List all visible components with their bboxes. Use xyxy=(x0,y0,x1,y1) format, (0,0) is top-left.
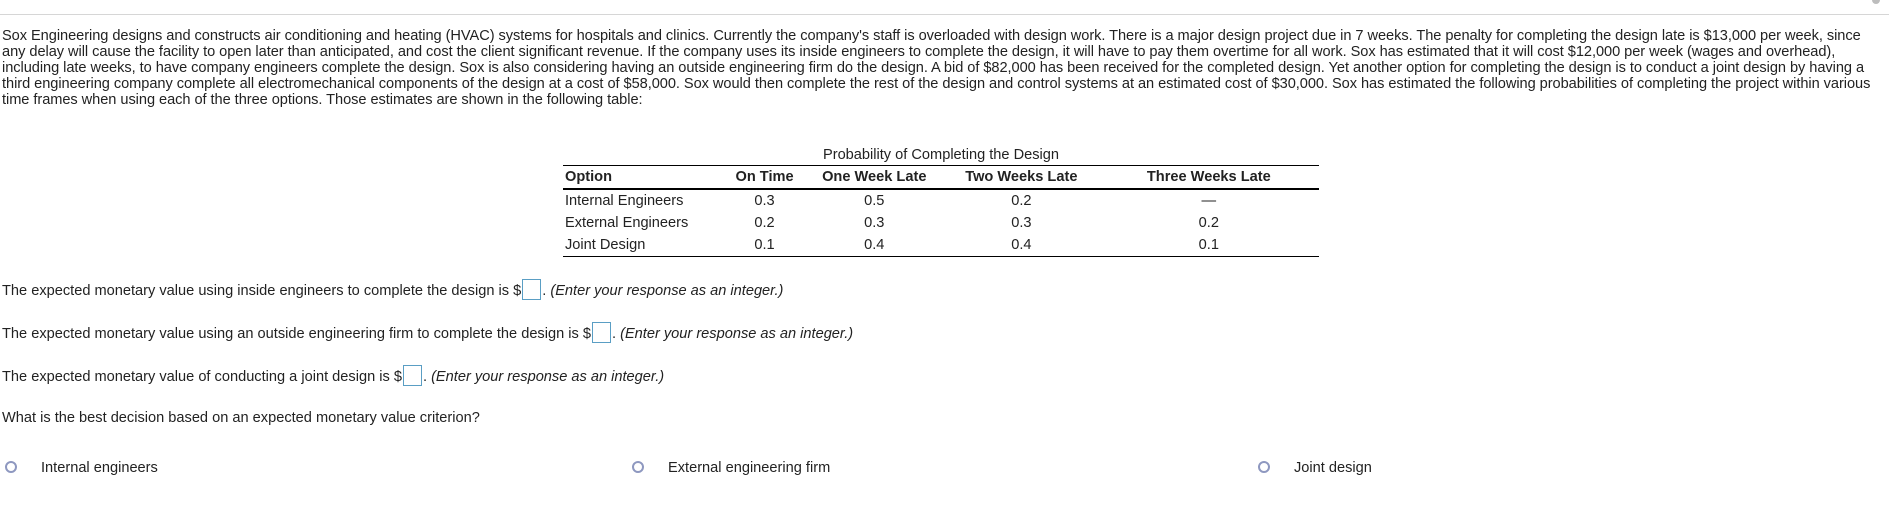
cell-two-weeks-late: 0.3 xyxy=(1011,215,1032,231)
cell-option: External Engineers xyxy=(565,215,689,231)
integer-hint: (Enter your response as an integer.) xyxy=(550,283,784,299)
emv-inside-engineers-input[interactable] xyxy=(522,278,542,300)
cell-option: Internal Engineers xyxy=(565,193,684,209)
cell-two-weeks-late: 0.2 xyxy=(1011,193,1032,209)
decision-question: What is the best decision based on an ex… xyxy=(2,410,480,426)
header-three-weeks-late: Three Weeks Late xyxy=(1098,165,1319,190)
table-row: Joint Design 0.1 0.4 0.4 0.1 xyxy=(563,234,1319,257)
emv-outside-firm-input[interactable] xyxy=(591,321,611,343)
cell-one-week-late: 0.4 xyxy=(804,234,945,257)
question-punct: . xyxy=(422,369,432,385)
header-divider xyxy=(0,14,1889,15)
question-punct: . xyxy=(611,326,621,342)
header-option: Option xyxy=(563,165,725,190)
table-caption: Probability of Completing the Design xyxy=(822,147,1060,163)
question-text: The expected monetary value of conductin… xyxy=(2,369,402,385)
scroll-indicator xyxy=(1872,0,1880,4)
probability-table: Option On Time One Week Late Two Weeks L… xyxy=(563,165,1319,257)
table-row: Internal Engineers 0.3 0.5 0.2 — xyxy=(563,189,1319,212)
cell-three-weeks-late: 0.2 xyxy=(1198,215,1219,231)
cell-three-weeks-late: — xyxy=(1201,193,1217,209)
cell-on-time: 0.2 xyxy=(754,215,775,231)
question-joint-design: The expected monetary value of conductin… xyxy=(2,364,665,389)
probability-table-container: Probability of Completing the Design Opt… xyxy=(563,146,1319,257)
option-external-engineering-firm[interactable]: External engineering firm xyxy=(632,457,852,479)
integer-hint: (Enter your response as an integer.) xyxy=(431,369,665,385)
table-header-row: Option On Time One Week Late Two Weeks L… xyxy=(563,165,1319,190)
cell-two-weeks-late: 0.4 xyxy=(944,234,1099,257)
radio-button-icon[interactable] xyxy=(632,461,644,474)
question-text: The expected monetary value using an out… xyxy=(2,326,591,342)
problem-statement: Sox Engineering designs and constructs a… xyxy=(2,28,1871,108)
option-internal-engineers[interactable]: Internal engineers xyxy=(5,457,175,479)
question-text: The expected monetary value using inside… xyxy=(2,283,522,299)
cell-one-week-late: 0.5 xyxy=(864,193,885,209)
table-row: External Engineers 0.2 0.3 0.3 0.2 xyxy=(563,212,1319,234)
cell-on-time: 0.1 xyxy=(724,234,805,257)
cell-one-week-late: 0.3 xyxy=(864,215,885,231)
radio-button-icon[interactable] xyxy=(1258,461,1270,474)
integer-hint: (Enter your response as an integer.) xyxy=(620,326,854,342)
option-label[interactable]: Internal engineers xyxy=(41,460,158,476)
cell-on-time: 0.3 xyxy=(754,193,775,209)
question-inside-engineers: The expected monetary value using inside… xyxy=(2,278,784,303)
cell-three-weeks-late: 0.1 xyxy=(1098,234,1319,257)
header-on-time: On Time xyxy=(724,165,805,190)
radio-button-icon[interactable] xyxy=(5,461,17,474)
emv-joint-design-input[interactable] xyxy=(402,364,422,386)
header-one-week-late: One Week Late xyxy=(804,165,945,190)
cell-option: Joint Design xyxy=(563,234,725,257)
question-punct: . xyxy=(542,283,551,299)
option-joint-design[interactable]: Joint design xyxy=(1258,457,1398,479)
option-label[interactable]: Joint design xyxy=(1294,460,1372,476)
option-label[interactable]: External engineering firm xyxy=(668,460,831,476)
question-outside-firm: The expected monetary value using an out… xyxy=(2,321,854,346)
header-two-weeks-late: Two Weeks Late xyxy=(944,165,1099,190)
